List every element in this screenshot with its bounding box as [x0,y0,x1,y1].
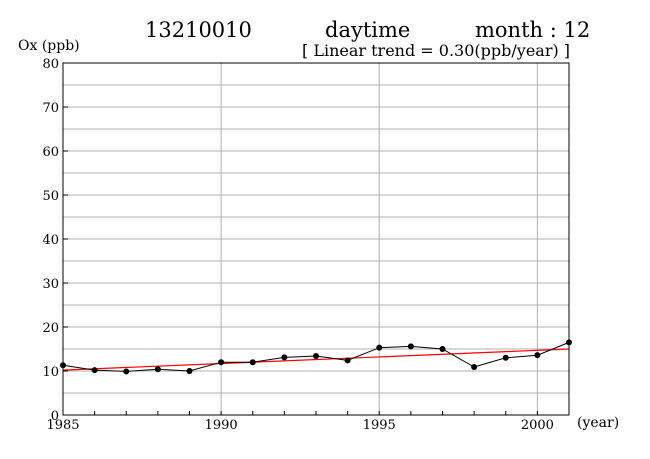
y-tick-label: 70 [42,101,59,116]
y-tick-label: 0 [51,409,59,424]
ticks: 0 10 20 30 40 50 60 70 80 1985 1990 1995 2000 [42,57,570,433]
y-tick-label: 40 [42,233,59,248]
data-point [534,352,541,359]
data-point [281,354,288,361]
data-point [186,368,193,374]
y-tick-label: 50 [42,189,59,204]
y-axis-label: Ox (ppb) [18,38,80,54]
period-label: daytime [325,18,411,42]
data-point [376,344,383,351]
y-tick-label: 20 [42,321,59,336]
trend-annotation: [ Linear trend = 0.30(ppb/year) ] [302,41,571,60]
data-point [344,357,351,364]
x-tick-label: 2000 [521,418,554,433]
x-tick-label: 1985 [46,418,79,433]
data-point [407,343,414,350]
y-tick-label: 30 [42,277,59,292]
grid [63,63,569,415]
month-label: month : 12 [475,18,591,42]
data-point [502,354,509,361]
data-point [154,366,161,373]
data-point [218,359,225,366]
station-id: 13210010 [145,18,252,42]
x-axis-label: (year) [577,415,620,431]
y-tick-label: 80 [42,57,59,72]
trend-line [62,348,570,371]
data-point [313,353,319,360]
x-tick-label: 1995 [363,418,396,433]
y-tick-label: 10 [42,365,59,380]
data-point [439,346,446,352]
data-point [249,359,256,366]
data-point [471,364,478,371]
y-tick-label: 60 [42,145,59,160]
data-point [123,368,130,375]
x-tick-label: 1990 [205,418,238,433]
plot-frame [62,62,570,416]
data-point [91,367,98,374]
series-group [60,339,572,375]
trend-line-group [62,348,570,371]
